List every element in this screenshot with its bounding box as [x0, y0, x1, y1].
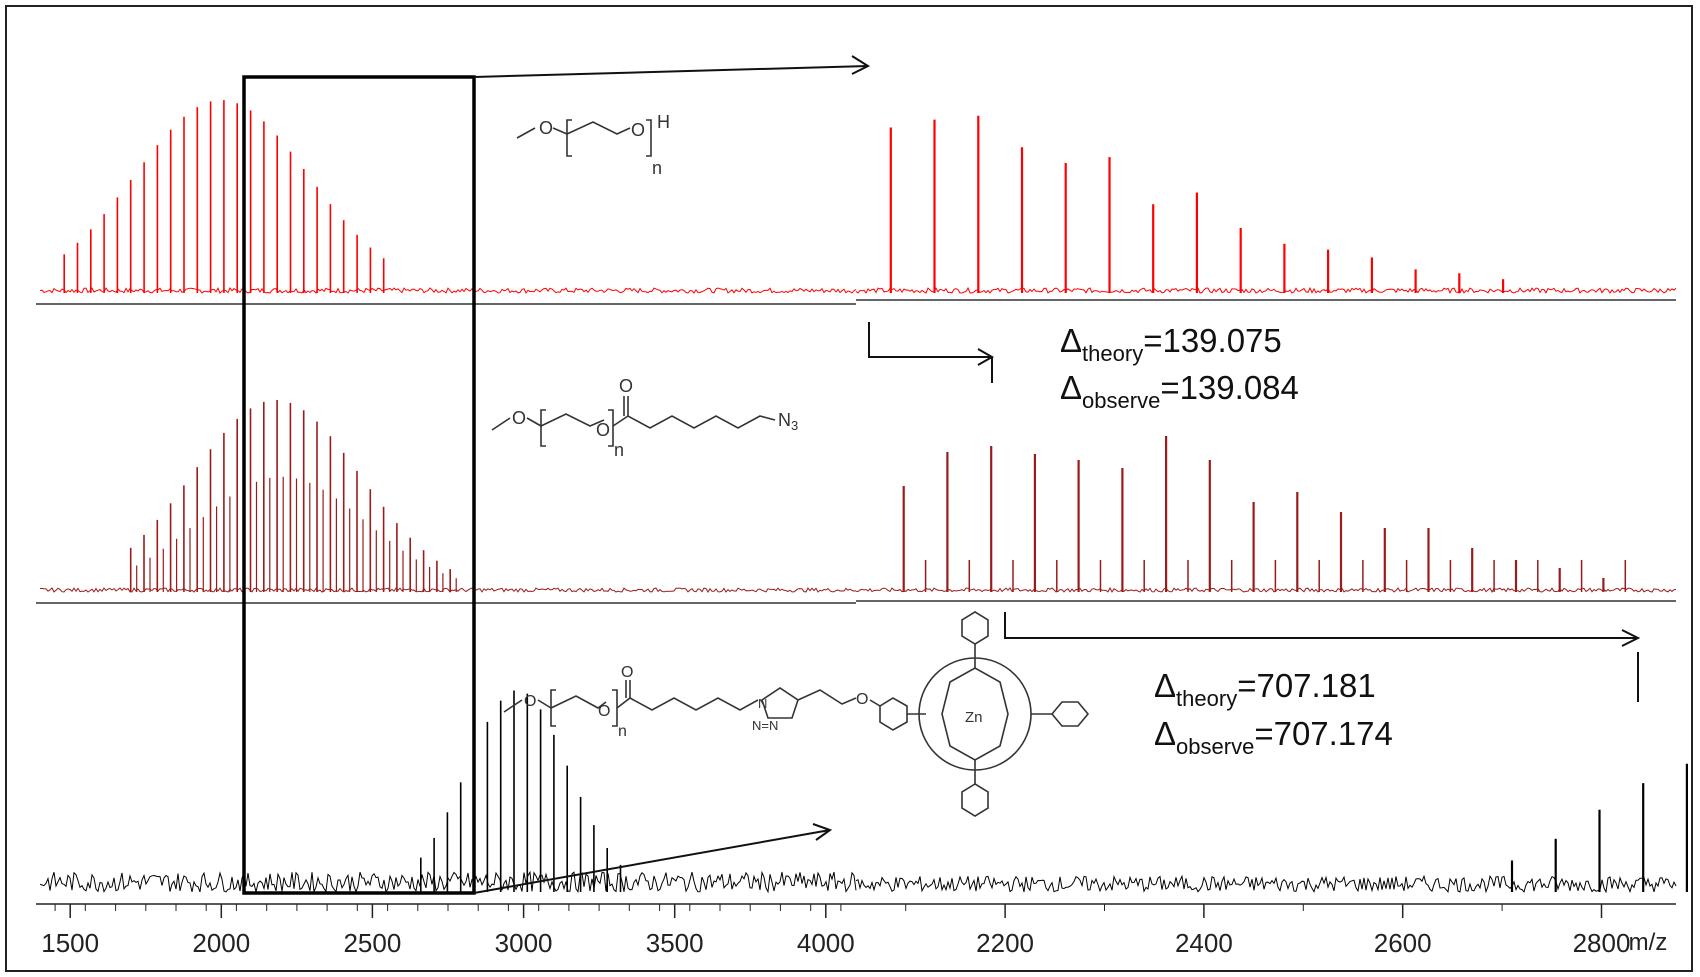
- x-axis-ticks: 1500 2000 2500 3000 3500 4000 2200 2400 2600 2800: [41, 904, 1630, 958]
- svg-text:N3: N3: [778, 410, 798, 433]
- x-tick-label: 2800: [1573, 928, 1631, 958]
- svg-text:Δobserve=707.174: Δobserve=707.174: [1154, 715, 1393, 759]
- svg-text:N: N: [758, 696, 767, 711]
- svg-text:O: O: [512, 408, 526, 428]
- delta-observe-139: Δobserve=139.084: [1060, 369, 1299, 413]
- x-tick-label: 1500: [41, 928, 99, 958]
- svg-text:H: H: [657, 112, 670, 132]
- svg-text:O: O: [619, 376, 633, 396]
- x-tick-label: 3500: [646, 928, 704, 958]
- svg-text:O: O: [524, 693, 536, 710]
- baseline-noise: [855, 874, 1677, 894]
- zoom-region-box: [242, 75, 476, 895]
- svg-text:n: n: [614, 440, 624, 460]
- baseline-noise: [855, 586, 1677, 594]
- x-tick-label: 2200: [976, 928, 1034, 958]
- delta-theory-707: Δtheory=707.181: [1154, 667, 1376, 711]
- spectrum-mpeg-oh: [39, 100, 1677, 294]
- x-axis-unit-label: m/z: [1629, 929, 1668, 956]
- x-tick-label: 3000: [495, 928, 553, 958]
- zoom-arrow-top: [473, 55, 871, 78]
- svg-text:Δobserve=139.084: Δobserve=139.084: [1060, 369, 1299, 413]
- svg-text:O: O: [596, 420, 610, 440]
- zoom-arrow-bottom: [473, 823, 833, 894]
- svg-text:Δtheory=707.181: Δtheory=707.181: [1154, 667, 1376, 711]
- x-tick-label: 4000: [797, 928, 855, 958]
- spectrum-mpeg-n3: [39, 400, 1677, 594]
- svg-text:O: O: [539, 118, 553, 138]
- x-tick-label: 2600: [1374, 928, 1432, 958]
- svg-text:n: n: [618, 723, 627, 740]
- x-tick-label: 2000: [192, 928, 250, 958]
- delta-theory-139: Δtheory=139.075: [1060, 322, 1282, 366]
- svg-text:O: O: [631, 120, 645, 140]
- baseline-noise: [39, 287, 857, 294]
- delta-observe-707: Δobserve=707.174: [1154, 715, 1393, 759]
- structure-mpeg-oh: O O H n: [516, 112, 670, 178]
- svg-text:Zn: Zn: [965, 709, 983, 726]
- structure-mpeg-n3: O O n O N3: [491, 376, 798, 460]
- delta-139-marker: [868, 322, 995, 383]
- svg-text:O: O: [598, 703, 610, 720]
- structure-peg-porphyrin: O O n O N N=N O Zn: [503, 611, 1090, 817]
- delta-707-marker: [1004, 612, 1641, 702]
- figure-frame: [5, 5, 1693, 972]
- x-tick-label: 2500: [343, 928, 401, 958]
- svg-text:n: n: [652, 158, 662, 178]
- baseline-noise: [855, 286, 1677, 294]
- svg-text:O: O: [621, 664, 633, 681]
- svg-text:O: O: [856, 691, 868, 708]
- x-tick-label: 2400: [1175, 928, 1233, 958]
- svg-text:Δtheory=139.075: Δtheory=139.075: [1060, 322, 1282, 366]
- svg-text:N=N: N=N: [752, 718, 778, 733]
